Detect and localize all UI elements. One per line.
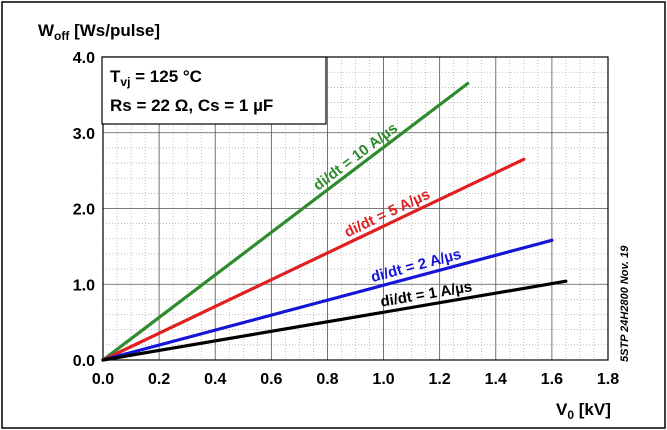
y-axis-label-rest: [Ws/pulse] <box>69 21 160 40</box>
x-tick-label: 1.0 <box>372 371 394 388</box>
x-axis-label: V0 [kV] <box>556 400 611 422</box>
series-line <box>101 81 470 362</box>
x-tick-label: 1.6 <box>541 371 563 388</box>
y-tick-label: 4.0 <box>73 50 95 67</box>
condition-temperature-rest: = 125 °C <box>130 67 202 86</box>
y-axis-label-sub: off <box>54 29 70 43</box>
condition-temperature-main: T <box>110 67 121 86</box>
y-tick-label: 3.0 <box>73 126 95 143</box>
x-axis-label-main: V <box>556 400 568 419</box>
side-note: 5STP 24H2800 Nov. 19 <box>619 245 631 362</box>
y-tick-label: 1.0 <box>73 277 95 294</box>
x-tick-label: 0.2 <box>148 371 170 388</box>
y-tick-label: 0.0 <box>73 353 95 370</box>
y-tick-labels: 0.0 1.0 2.0 3.0 4.0 <box>73 50 95 370</box>
condition-temperature-sub: vj <box>120 75 130 89</box>
condition-snubber: Rs = 22 Ω, Cs = 1 µF <box>110 96 273 115</box>
x-tick-label: 0.8 <box>316 371 338 388</box>
conditions-box: Tvj = 125 °C Rs = 22 Ω, Cs = 1 µF <box>101 56 327 125</box>
y-axis-label-main: W <box>38 21 55 40</box>
x-axis-label-sub: 0 <box>567 408 574 422</box>
x-tick-labels: 0.0 0.2 0.4 0.6 0.8 1.0 1.2 1.4 1.6 1.8 <box>92 371 619 388</box>
condition-temperature: Tvj = 125 °C <box>110 67 202 89</box>
series-line <box>101 279 568 362</box>
plot-border <box>102 56 609 361</box>
y-axis-label: Woff [Ws/pulse] <box>38 21 160 43</box>
series-line <box>101 157 526 362</box>
x-tick-label: 0.4 <box>204 371 226 388</box>
conditions-box-frame <box>101 56 327 125</box>
x-tick-label: 1.8 <box>597 371 619 388</box>
y-tick-label: 2.0 <box>73 202 95 219</box>
series-line <box>101 238 554 362</box>
x-tick-label: 1.2 <box>429 371 451 388</box>
x-tick-label: 0.6 <box>260 371 282 388</box>
x-tick-label: 0.0 <box>92 371 114 388</box>
x-axis-label-rest: [kV] <box>574 400 611 419</box>
series-lines <box>101 81 568 362</box>
x-tick-label: 1.4 <box>485 371 507 388</box>
